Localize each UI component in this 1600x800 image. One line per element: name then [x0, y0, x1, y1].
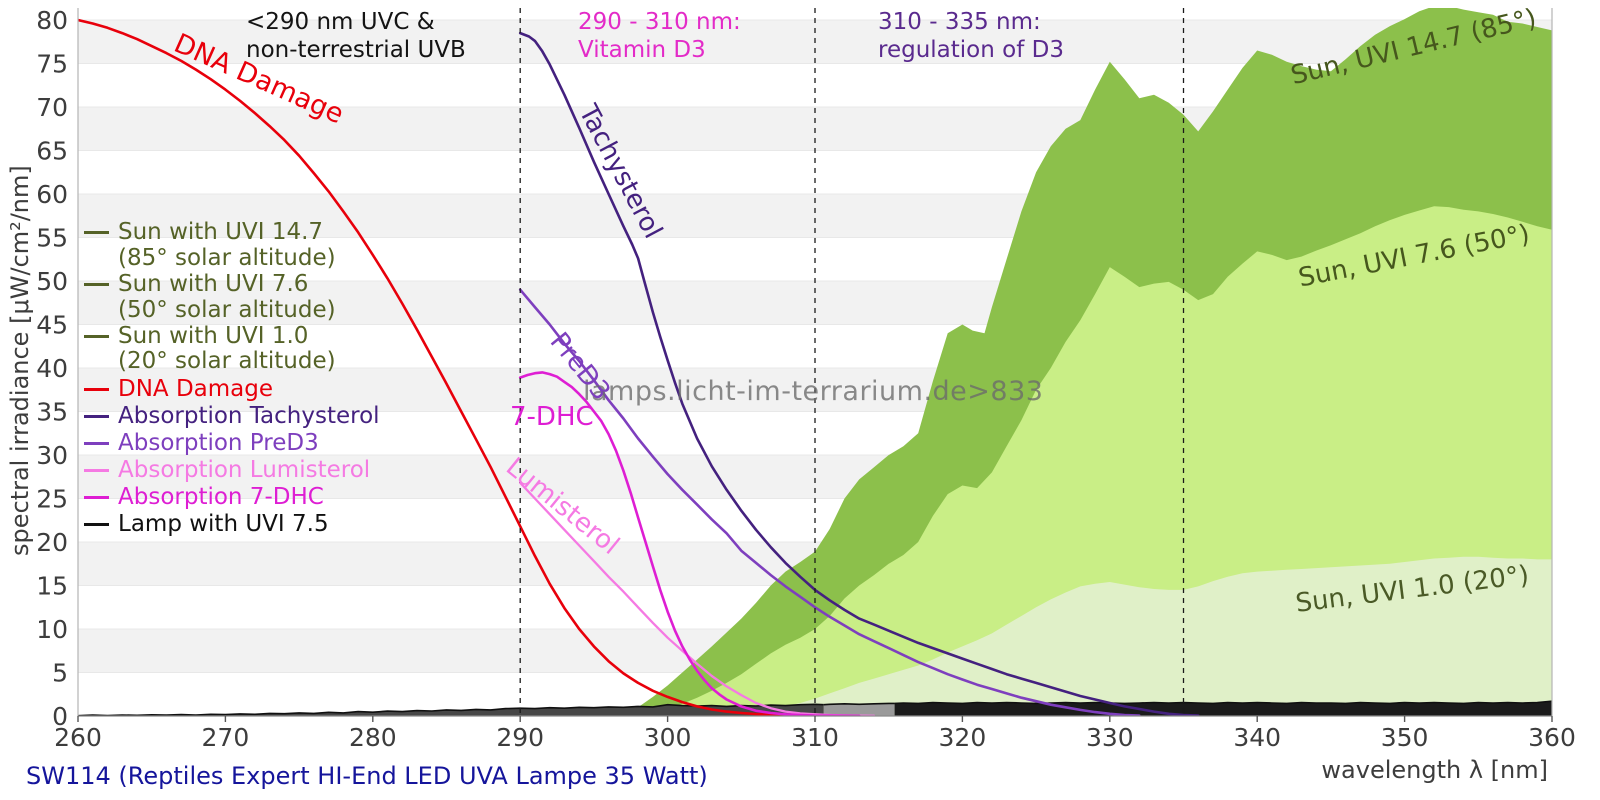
legend-item-lamp-with-uvi-7.5: Lamp with UVI 7.5 [84, 511, 329, 537]
watermark: lamps.licht-im-terrarium.de>833 [583, 376, 1044, 407]
x-tick-label-260: 260 [54, 723, 102, 752]
y-tick-label-0: 0 [52, 702, 68, 731]
x-tick-label-330: 330 [1086, 723, 1134, 752]
curve-label-7-dhc: 7-DHC [510, 402, 594, 432]
legend-dash [84, 469, 109, 472]
legend-item-absorption-tachysterol: Absorption Tachysterol [84, 403, 380, 429]
legend-item-50-solar-altitude: (50° solar altitude) [84, 297, 336, 323]
y-tick-label-40: 40 [36, 354, 68, 383]
legend-item-dna-damage: DNA Damage [84, 376, 273, 402]
y-tick-label-35: 35 [36, 398, 68, 427]
legend-item-sun-with-uvi-1.0: Sun with UVI 1.0 [84, 323, 308, 349]
y-tick-label-5: 5 [52, 659, 68, 688]
legend-label: Sun with UVI 14.7 [118, 219, 324, 245]
y-tick-label-55: 55 [36, 224, 68, 253]
y-tick-label-75: 75 [36, 50, 68, 79]
lamp-spectrum-260-310-nm-edge [78, 703, 824, 716]
legend-label: (20° solar altitude) [118, 348, 336, 374]
legend-item-20-solar-altitude: (20° solar altitude) [84, 348, 336, 374]
legend-dash [84, 442, 109, 445]
y-tick-label-30: 30 [36, 441, 68, 470]
x-tick-label-340: 340 [1233, 723, 1281, 752]
legend-label: Absorption Tachysterol [118, 403, 380, 429]
lamp-spectrum-315-360-nm-edge [894, 700, 1552, 705]
annotation-vitd3-line1: 290 - 310 nm: [578, 9, 741, 35]
legend-label: Absorption Lumisterol [118, 457, 371, 483]
y-tick-label-50: 50 [36, 267, 68, 296]
legend-dash [84, 415, 109, 418]
x-tick-label-280: 280 [349, 723, 397, 752]
annotation-uvc-region: <290 nm UVC & non-terrestrial UVB [246, 8, 466, 64]
sun-uvi-1-0-20-area [741, 556, 1552, 716]
y-tick-label-10: 10 [36, 615, 68, 644]
absorption-7-dhc-line [518, 371, 861, 716]
legend-item-sun-with-uvi-14.7: Sun with UVI 14.7 [84, 219, 323, 245]
legend-item-absorption-pred3: Absorption PreD3 [84, 430, 319, 456]
legend-dash [84, 388, 109, 391]
y-tick-label-65: 65 [36, 137, 68, 166]
lamp-spectrum-310-315-nm-edge [823, 702, 895, 706]
x-tick-label-320: 320 [939, 723, 987, 752]
legend-item-absorption-lumisterol: Absorption Lumisterol [84, 457, 370, 483]
legend-label: Sun with UVI 7.6 [118, 271, 309, 297]
annotation-uvc-line2: non-terrestrial UVB [246, 37, 466, 63]
x-tick-label-350: 350 [1381, 723, 1429, 752]
legend-label: (50° solar altitude) [118, 297, 336, 323]
x-tick-label-270: 270 [202, 723, 250, 752]
annotation-uvc-line1: <290 nm UVC & [246, 9, 435, 35]
legend-item-absorption-7-dhc: Absorption 7-DHC [84, 484, 324, 510]
page-title: SW114 (Reptiles Expert HI-End LED UVA La… [26, 762, 708, 790]
annotation-regulation-region: 310 - 335 nm: regulation of D3 [878, 8, 1064, 64]
x-tick-label-290: 290 [496, 723, 544, 752]
legend-label: Absorption 7-DHC [118, 484, 324, 510]
legend-item-sun-with-uvi-7.6: Sun with UVI 7.6 [84, 271, 308, 297]
legend-dash [84, 496, 109, 499]
y-tick-label-25: 25 [36, 485, 68, 514]
legend-label: DNA Damage [118, 376, 274, 402]
annotation-vitamin-d3-region: 290 - 310 nm: Vitamin D3 [578, 8, 741, 64]
legend-label: (85° solar altitude) [118, 245, 336, 271]
dna-damage-line [78, 18, 817, 716]
x-axis-label: wavelength λ [nm] [1321, 756, 1548, 784]
annotation-vitd3-line2: Vitamin D3 [578, 37, 706, 63]
absorption-pred3-line [518, 288, 1141, 716]
legend-dash [84, 283, 109, 286]
legend-label: Sun with UVI 1.0 [118, 323, 309, 349]
y-axis-label: spectral irradiance [μW/cm²/nm] [6, 165, 34, 556]
x-tick-label-310: 310 [791, 723, 839, 752]
x-tick-label-360: 360 [1528, 723, 1576, 752]
x-tick-label-300: 300 [644, 723, 692, 752]
lamp-spectrum-310-315-nm-area [823, 703, 895, 716]
legend-dash [84, 523, 109, 526]
y-tick-label-60: 60 [36, 180, 68, 209]
legend-dash [84, 231, 109, 234]
y-tick-label-45: 45 [36, 311, 68, 340]
legend-dash [84, 335, 109, 338]
y-tick-label-80: 80 [36, 6, 68, 35]
annotation-reg-line1: 310 - 335 nm: [878, 9, 1041, 35]
annotation-reg-line2: regulation of D3 [878, 37, 1064, 63]
legend-label: Lamp with UVI 7.5 [118, 511, 329, 537]
y-tick-label-20: 20 [36, 528, 68, 557]
legend-label: Absorption PreD3 [118, 430, 319, 456]
legend-item-85-solar-altitude: (85° solar altitude) [84, 245, 336, 271]
y-tick-label-15: 15 [36, 572, 68, 601]
y-tick-label-70: 70 [36, 93, 68, 122]
